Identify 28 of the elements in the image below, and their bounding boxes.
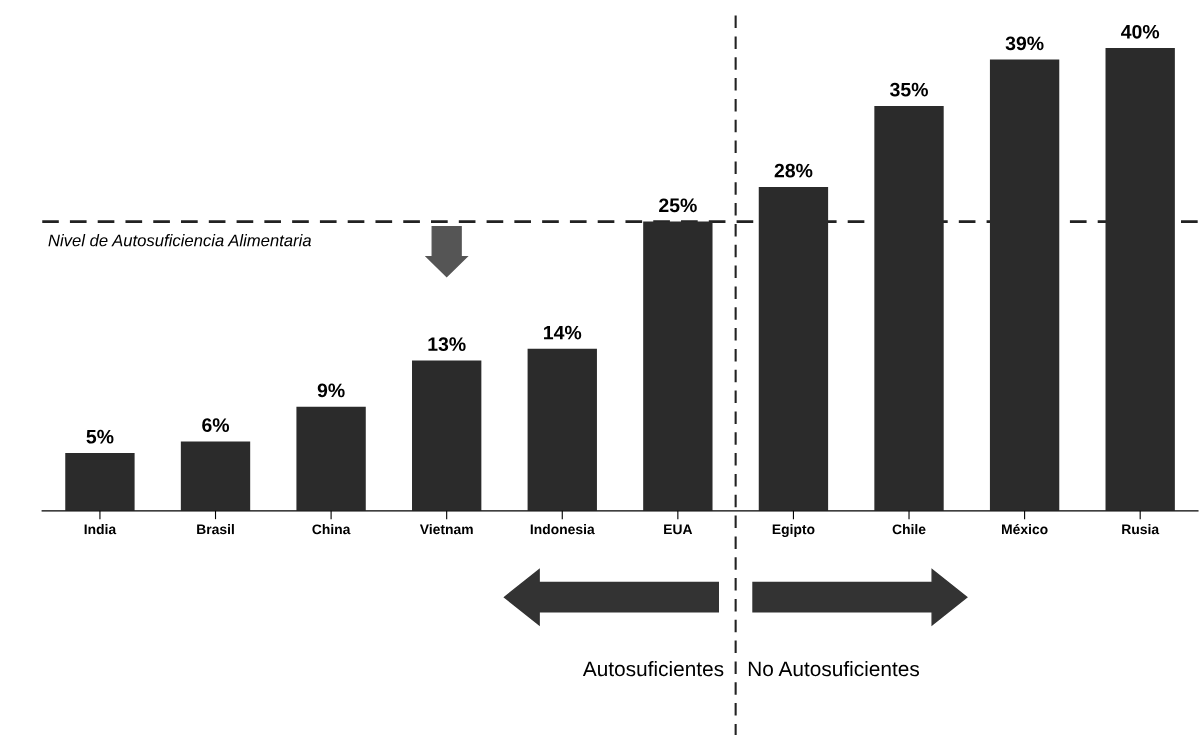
x-tick-label: Egipto [772,524,815,538]
x-tick-label: Chile [892,524,926,535]
text: No Autosuficientes [748,660,920,677]
x-tick-label: Brasil [197,524,234,535]
x-tick-label: Rusia [1122,524,1160,535]
bar [296,406,366,511]
data-label: 9% [317,383,345,398]
text: Autosuficientes [582,660,724,677]
x-tick-label: EUA [664,524,693,535]
x-tick-label: China [312,524,351,535]
x-tick-label: Vietnam [419,524,473,535]
data-label: 5% [86,429,114,444]
ref-line-label: Nivel de Autosuficiencia Alimentaria [48,234,312,247]
bar [180,441,251,511]
x-tick-label: Indonesia [530,524,595,535]
data-label: 39% [1005,36,1044,51]
data-label: 13% [428,337,466,352]
bar [65,452,135,511]
x-tick-label: India [84,524,117,535]
data-label: 14% [544,325,582,340]
bar [412,360,482,511]
data-label: 28% [774,163,813,178]
x-tick-label: México [1001,523,1048,535]
data-label: 35% [890,82,928,97]
bar [527,348,597,511]
data-label: 25% [659,198,697,213]
data-label: 40% [1121,24,1160,39]
data-label: 6% [202,418,230,433]
